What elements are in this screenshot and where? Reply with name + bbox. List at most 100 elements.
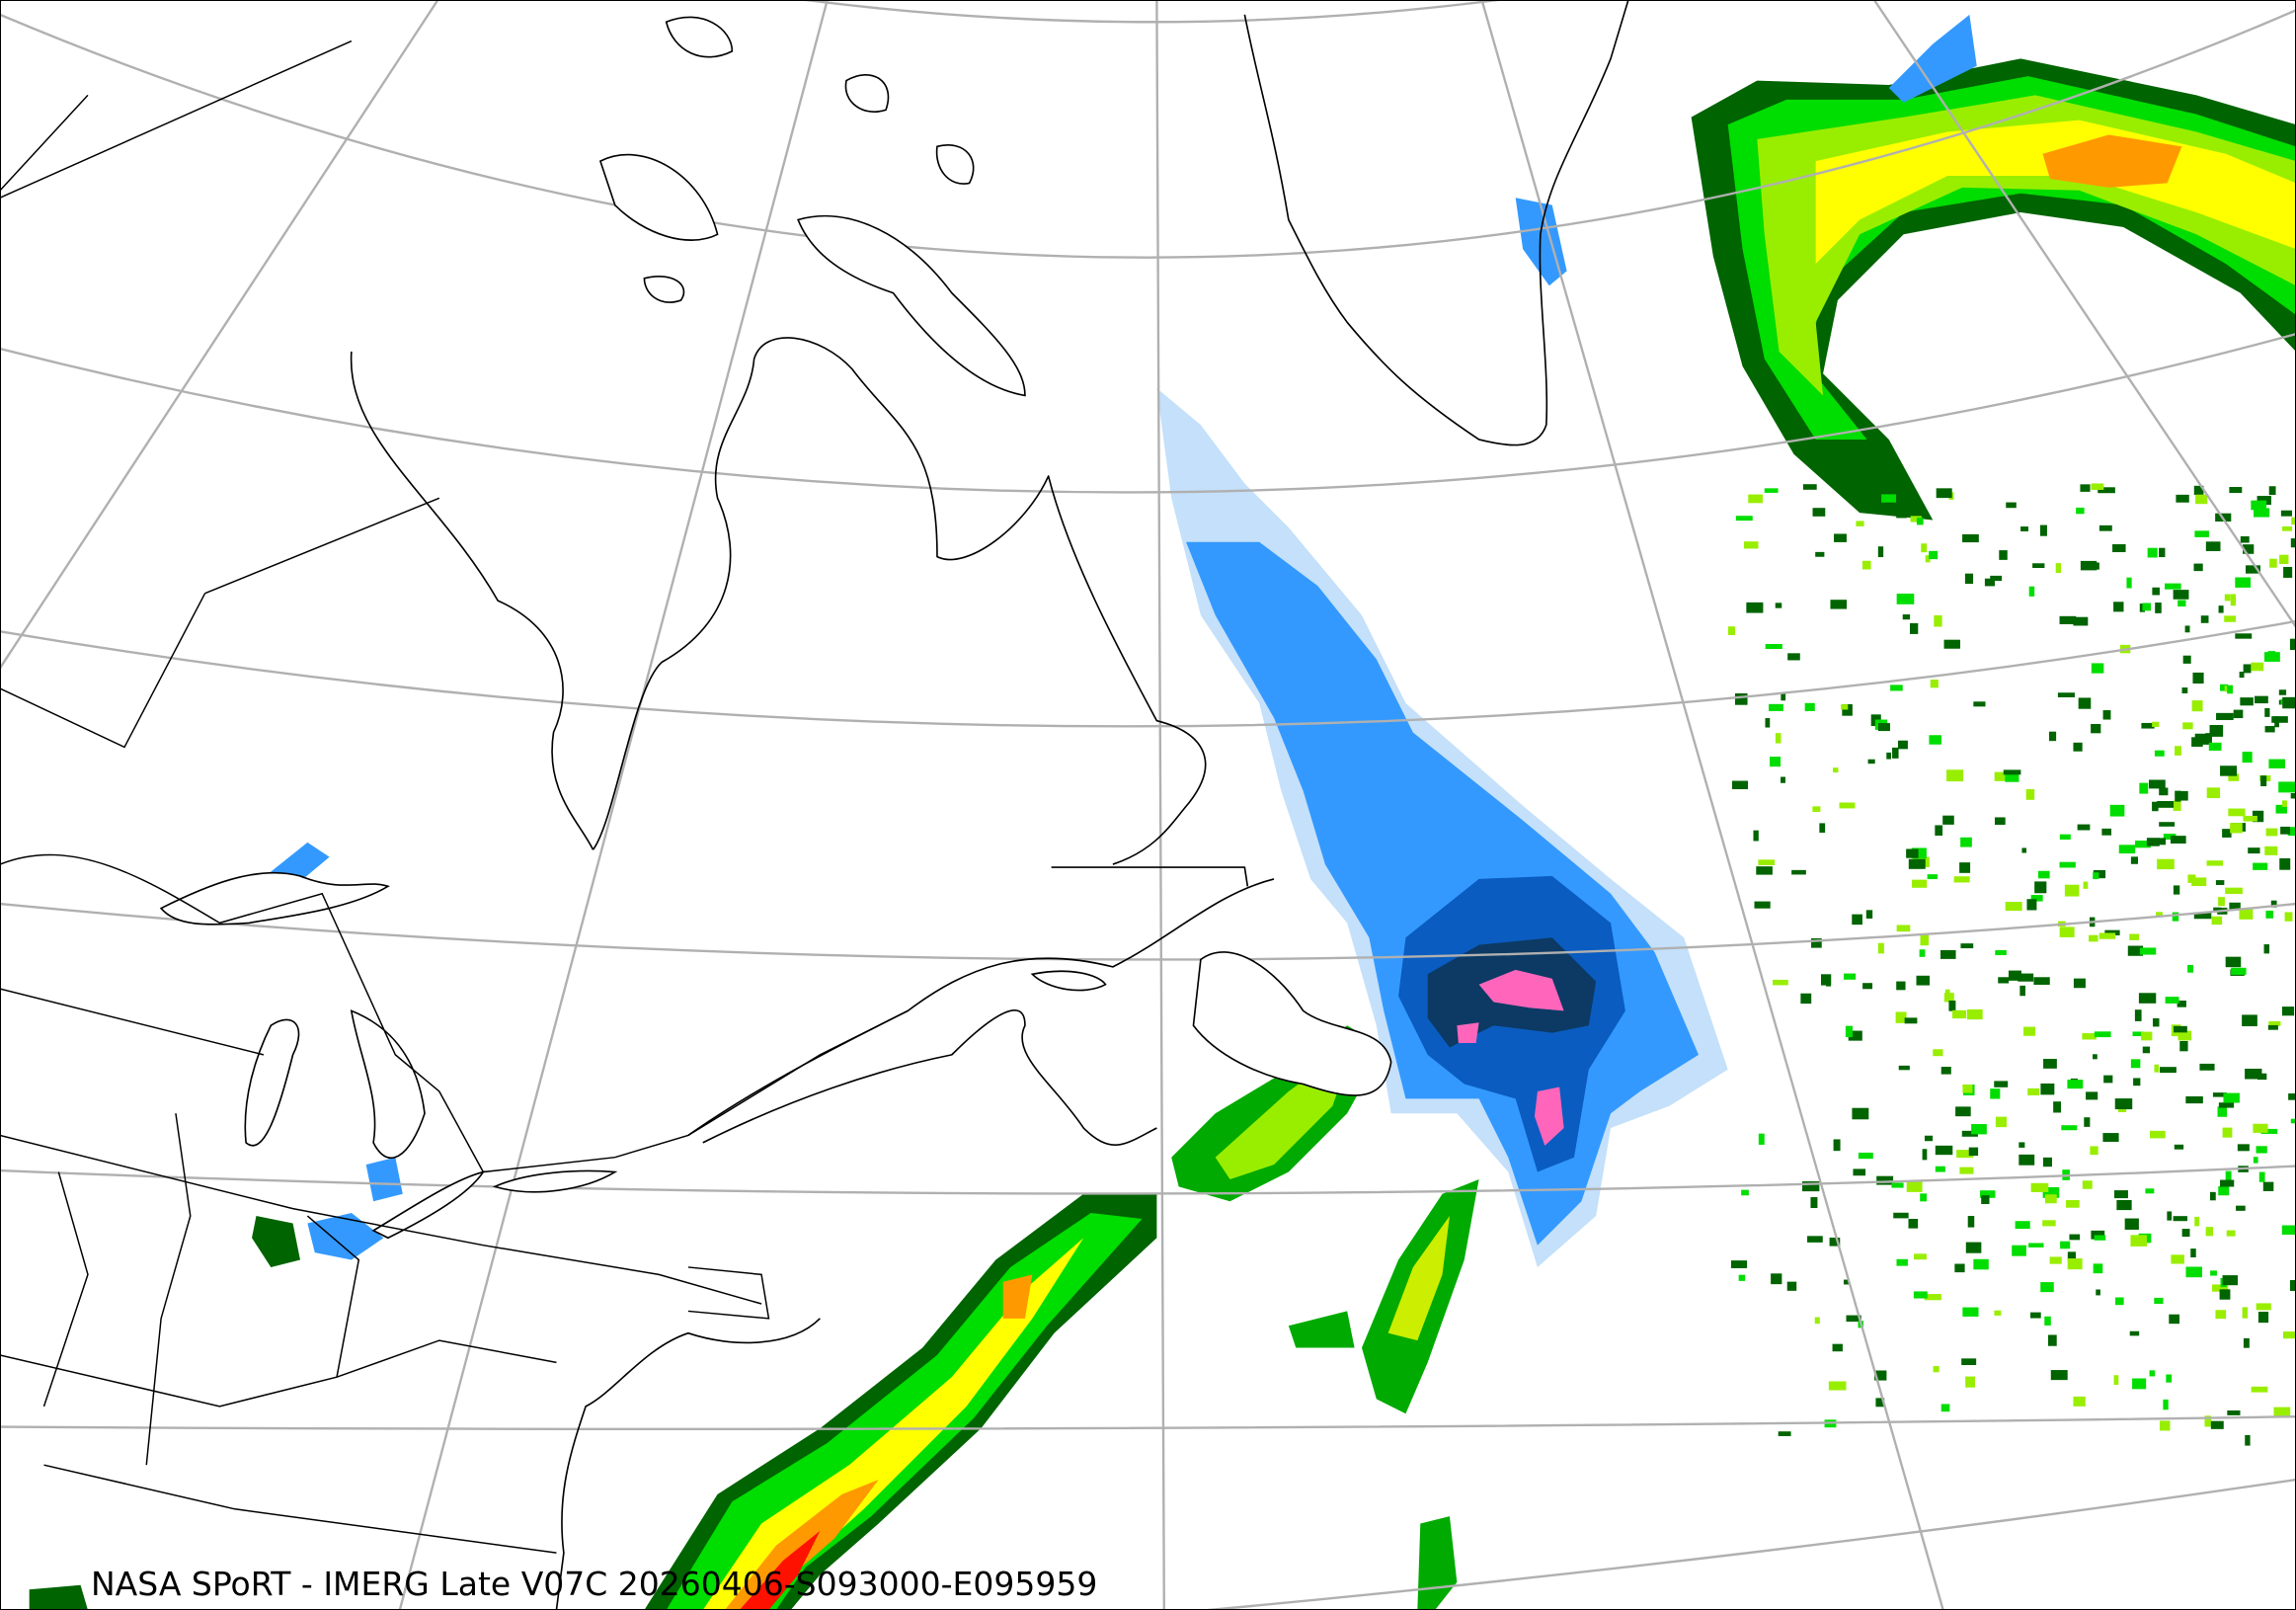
shower-cell [2077,824,2091,831]
shower-cell [2275,804,2287,814]
state-border [42,1171,89,1408]
shower-cell [2223,1092,2240,1103]
shower-cell [2078,697,2092,709]
shower-cell [1904,1017,1918,1024]
shower-cell [1962,533,1979,543]
shower-cell [1981,1195,1990,1205]
lake-huron [350,1009,426,1160]
shower-cell [2103,1075,2113,1084]
shower-cell [2043,1059,2057,1069]
shower-cell [2139,947,2157,955]
shower-cell [2082,1180,2093,1189]
shower-cell [2243,1337,2250,1348]
shower-cell [2194,1216,2200,1227]
shower-cell [2176,494,2189,503]
shower-cell [2283,566,2293,578]
shower-cell [1955,1106,1971,1117]
shower-cell [2124,1218,2139,1230]
shower-cell [1962,1307,1979,1317]
southampton-island [598,153,719,241]
shower-cell [2226,1230,2236,1237]
shower-cell [2152,1017,2160,1027]
shower-cell [2187,964,2194,973]
shower-cell [1893,1212,1909,1219]
shower-cell [1999,550,2008,560]
shower-cell [2218,1185,2230,1196]
shower-cell [2145,1188,2155,1194]
arctic-island [643,276,685,303]
shower-cell [2138,993,2157,1004]
shower-cell [2211,916,2223,926]
shower-cell [2278,781,2296,793]
shower-cell [2291,517,2296,525]
shower-cell [2112,543,2126,553]
shower-cell [2150,1130,2166,1139]
shower-cell [1998,977,2010,984]
shower-cell [2240,535,2250,543]
shower-cell [2225,956,2242,968]
shower-cell [1748,494,1763,504]
meridian-line [1155,0,1165,1610]
shower-cell [2263,652,2280,662]
shower-cell [2260,775,2267,787]
latitude-line [0,619,2296,728]
shower-cell [2159,787,2169,796]
latitude-line [1196,1478,2296,1610]
shower-cell [1876,1175,1894,1185]
shower-cell [1735,516,1753,522]
shower-cell [1787,653,1800,661]
shower-cell [2093,872,2099,880]
greenland-coast [1243,0,1629,446]
shower-cell [2130,1059,2141,1069]
shower-cell [2233,709,2244,719]
meridian-line [1872,0,2296,628]
shower-cell [1810,1197,1818,1209]
shower-cell [2290,538,2296,548]
shower-cell [2265,910,2274,919]
shower-cell [2222,1275,2238,1286]
shower-cell [2157,858,2175,870]
shower-cell [2229,902,2241,911]
shower-cell [2290,1118,2296,1124]
shower-cell [2102,710,2111,720]
newfoundland [1192,951,1392,1096]
shower-cell [1962,1084,1973,1093]
shower-cell [2268,1020,2281,1026]
shower-cell [2231,967,2247,975]
shower-cell [1990,575,2003,582]
province-border [204,497,440,595]
shower-cell [1933,1049,1943,1057]
shower-cell [2253,508,2270,518]
hudson-bay-west-coast [350,351,594,850]
shower-cell [1877,546,1884,558]
shower-cell [1912,879,1928,888]
shower-cell [1945,989,1950,1001]
shower-cell [2175,746,2181,756]
shower-cell [2073,616,2089,626]
shower-cell [1964,573,1974,585]
shower-cell [1948,1001,1956,1011]
precipitation-layer [29,14,2296,1610]
shower-cell [2093,1054,2098,1060]
shower-cell [2218,1102,2235,1108]
shower-cell [2256,1146,2267,1154]
shower-cell [2248,847,2260,854]
shower-cell [2159,1420,2171,1431]
shower-cell [2253,1123,2268,1133]
shower-cell [2282,525,2292,531]
shower-cell [1943,639,1960,649]
state-border [687,1266,770,1320]
shower-cell [2083,881,2089,889]
shower-cell [2290,792,2296,799]
shower-cell [1924,1294,1941,1301]
shower-cell [1826,974,1832,987]
shower-cell [2262,1181,2274,1191]
shower-cell [2082,1032,2097,1040]
shower-cell [1971,1124,1987,1135]
shower-cell [2167,1211,2173,1221]
shower-cell [2164,583,2181,590]
shower-cell [1845,1025,1854,1038]
shower-cell [2194,530,2209,537]
shower-cell [1814,1317,1820,1325]
shower-cell [2220,684,2229,691]
